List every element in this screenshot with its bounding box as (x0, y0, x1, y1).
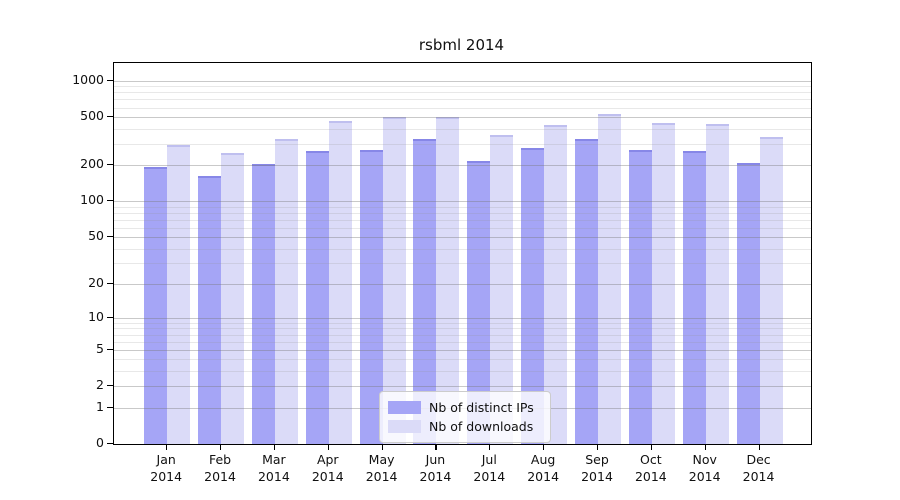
bar-distinct-ips-may (359, 149, 383, 444)
y-tick-label-1: 1 (96, 398, 104, 414)
x-tick-label-aug: Aug 2014 (527, 452, 560, 484)
y-tick-label-1000: 1000 (72, 71, 104, 87)
x-tick-label-jun: Jun 2014 (419, 452, 452, 484)
x-tick-label-nov: Nov 2014 (688, 452, 721, 484)
x-tick-label-oct: Oct 2014 (634, 452, 667, 484)
bar-distinct-ips-apr (305, 150, 329, 444)
y-tick-label-5: 5 (96, 340, 104, 356)
bar-distinct-ips-oct (628, 149, 652, 444)
bar-distinct-ips-jul (467, 160, 491, 444)
bar-downloads-may (382, 117, 406, 444)
bar-downloads-jan (167, 145, 191, 444)
chart-title: rsbml 2014 (418, 36, 505, 54)
bar-downloads-aug (544, 125, 568, 444)
x-tick-label-sep: Sep 2014 (581, 452, 613, 484)
bar-distinct-ips-nov (682, 150, 706, 444)
x-tick-label-jul: Jul 2014 (473, 452, 506, 484)
y-tick-label-50: 50 (88, 228, 104, 244)
y-tick-label-10: 10 (88, 308, 104, 324)
x-tick-label-dec: Dec 2014 (742, 452, 775, 484)
legend: Nb of distinct IPs Nb of downloads (379, 391, 551, 443)
bar-distinct-ips-feb (198, 176, 222, 444)
legend-label-downloads: Nb of downloads (429, 419, 534, 434)
x-tick-label-feb: Feb 2014 (204, 452, 236, 484)
bar-distinct-ips-mar (251, 163, 275, 444)
plot-area: Nb of distinct IPs Nb of downloads (113, 62, 812, 445)
bar-downloads-jul (490, 134, 514, 444)
bar-downloads-oct (651, 122, 675, 444)
x-tick-label-jan: Jan 2014 (150, 452, 183, 484)
legend-row-distinct-ips: Nb of distinct IPs (388, 398, 540, 417)
y-tick-label-20: 20 (88, 274, 104, 290)
y-tick-label-2: 2 (96, 377, 104, 393)
bar-downloads-nov (705, 124, 729, 444)
bar-distinct-ips-aug (521, 147, 545, 444)
bar-distinct-ips-dec (736, 163, 760, 444)
x-tick-label-may: May 2014 (365, 452, 398, 484)
bar-downloads-sep (598, 113, 621, 444)
legend-row-downloads: Nb of downloads (388, 417, 540, 436)
legend-swatch-distinct-ips (388, 401, 421, 414)
y-tick-label-0: 0 (96, 435, 104, 450)
bar-downloads-feb (221, 152, 245, 444)
bar-distinct-ips-jun (413, 138, 437, 444)
legend-label-distinct-ips: Nb of distinct IPs (429, 400, 534, 415)
x-tick-label-mar: Mar 2014 (257, 452, 290, 484)
bar-downloads-dec (759, 137, 783, 444)
bar-downloads-mar (274, 138, 298, 444)
bars-layer (114, 63, 811, 444)
bar-downloads-apr (328, 120, 352, 444)
legend-swatch-downloads (388, 420, 421, 433)
bar-distinct-ips-sep (575, 138, 598, 444)
y-tick-label-100: 100 (80, 192, 104, 208)
y-tick-label-200: 200 (80, 156, 104, 172)
bar-downloads-jun (436, 117, 460, 444)
bar-distinct-ips-jan (144, 167, 168, 444)
x-tick-label-apr: Apr 2014 (311, 452, 344, 484)
y-tick-label-500: 500 (80, 108, 104, 124)
